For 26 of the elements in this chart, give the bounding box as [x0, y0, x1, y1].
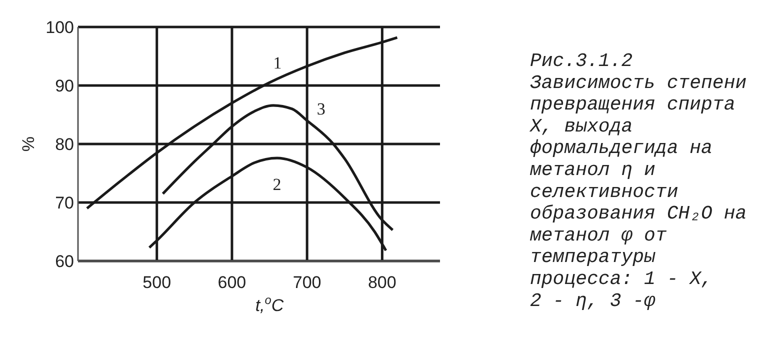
text: X, выхода [529, 115, 633, 138]
x-tick-label: 800 [368, 273, 396, 292]
text: температуры [530, 246, 656, 268]
y-tick-label: 90 [55, 76, 74, 96]
text: формальдегида на [530, 137, 712, 160]
y-tick-label: 80 [55, 134, 74, 154]
text: 2 - η, 3 -φ [530, 290, 656, 312]
x-tick-label: 700 [292, 273, 322, 292]
text: селективности [530, 180, 678, 203]
y-tick-label: 100 [46, 18, 74, 37]
series-label: 3 [316, 100, 326, 119]
y-tick-label: 70 [55, 193, 74, 212]
series-label: 2 [272, 174, 282, 194]
text: метанол φ от [529, 224, 668, 246]
y-axis-title: % [19, 136, 38, 152]
series-label: 1 [273, 54, 282, 73]
text: Зависимость степени [530, 72, 747, 94]
x-tick-label: 600 [218, 273, 246, 292]
text: процесса: 1 - X, [530, 268, 712, 290]
x-axis-title: t,$^{o}$C [255, 293, 284, 315]
text: образования CH₂O на [530, 202, 747, 225]
x-tick-label: 500 [142, 273, 172, 292]
text: Рис.3.1.2 [530, 50, 633, 72]
text: метанол η и [529, 159, 656, 181]
y-tick-label: 60 [55, 252, 74, 271]
text: превращения спирта [530, 94, 736, 116]
